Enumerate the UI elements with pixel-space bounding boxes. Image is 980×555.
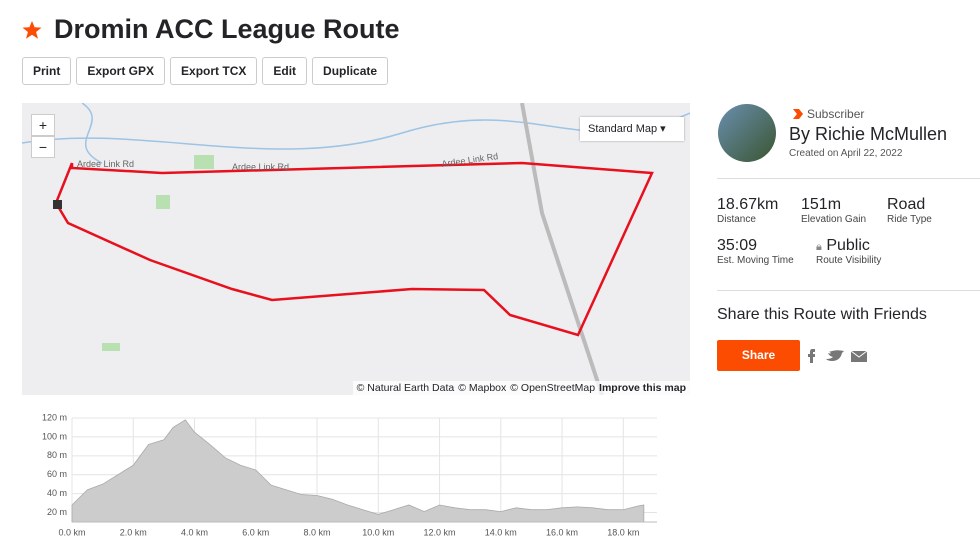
- y-tick-label: 100 m: [42, 431, 67, 441]
- toolbar-button[interactable]: Export TCX: [170, 57, 258, 85]
- y-tick-label: 60 m: [47, 469, 67, 479]
- x-tick-label: 8.0 km: [304, 527, 331, 537]
- x-tick-label: 14.0 km: [485, 527, 517, 537]
- map[interactable]: Ardee Link Rd Ardee Link Rd Ardee Link R…: [22, 103, 690, 395]
- share-icons[interactable]: [806, 347, 868, 365]
- route-title: Dromin ACC League Route: [54, 14, 400, 44]
- stat-value: 151m: [801, 196, 842, 213]
- share-button[interactable]: Share: [717, 340, 800, 371]
- stat-label: Route Visibility: [816, 255, 882, 266]
- toolbar-button[interactable]: Edit: [262, 57, 308, 85]
- attribution: © Natural Earth Data © Mapbox © OpenStreet…: [352, 381, 690, 395]
- stat-label: Elevation Gain: [801, 214, 867, 225]
- x-tick-label: 4.0 km: [181, 527, 208, 537]
- avatar[interactable]: [717, 103, 777, 163]
- map-style-menu[interactable]: Standard Map ▾: [580, 117, 684, 141]
- subscriber-badge: Subscriber: [807, 107, 865, 121]
- stat-value: Public: [826, 237, 870, 254]
- x-tick-label: 2.0 km: [120, 527, 147, 537]
- road-label: Ardee Link Rd: [77, 159, 134, 169]
- star-icon: [22, 21, 42, 39]
- stat-value: Road: [887, 196, 926, 213]
- elevation-chart: 20 m 40 m 60 m 80 m 100 m 120 m 0.0 km 2.0 km 4.…: [42, 412, 657, 537]
- toolbar-button[interactable]: Export GPX: [76, 57, 166, 85]
- stat-value: 35:09: [717, 237, 758, 254]
- x-tick-label: 12.0 km: [424, 527, 456, 537]
- toolbar-button[interactable]: Print: [22, 57, 72, 85]
- x-tick-label: 10.0 km: [362, 527, 394, 537]
- toolbar-button[interactable]: Duplicate: [312, 57, 389, 85]
- attribution-text: © OpenStreetMap: [510, 382, 596, 394]
- stat: 35:09 Est. Moving Time: [717, 237, 794, 266]
- stat: 18.67km Distance: [717, 196, 778, 225]
- road-label: Ardee Link Rd: [441, 151, 499, 169]
- attribution-text: © Natural Earth Data: [356, 382, 455, 394]
- y-tick-label: 120 m: [42, 412, 67, 422]
- zoom-out[interactable]: −: [31, 136, 55, 158]
- button-row: Print Export GPX Export TCX Edit Duplicate: [22, 57, 389, 85]
- stat-value: 18.67km: [717, 196, 779, 213]
- x-tick-label: 6.0 km: [242, 527, 269, 537]
- road-label: Ardee Link Rd: [232, 162, 289, 172]
- stat: 🔒︎ Public Route Visibility: [816, 237, 882, 266]
- x-tick-label: 0.0 km: [58, 527, 85, 537]
- stat-label: Ride Type: [887, 214, 932, 225]
- y-tick-label: 40 m: [47, 488, 67, 498]
- stat: 151m Elevation Gain: [801, 196, 866, 225]
- elevation-area: [71, 419, 645, 523]
- share-heading: Share this Route with Friends: [717, 306, 927, 323]
- stat-label: Distance: [717, 214, 756, 225]
- y-tick-label: 20 m: [47, 507, 67, 517]
- x-tick-label: 18.0 km: [607, 527, 639, 537]
- stat: Road Ride Type: [887, 196, 932, 225]
- attribution-text: © Mapbox: [458, 382, 507, 394]
- improve-map-link[interactable]: Improve this map: [599, 382, 686, 394]
- map-style-label: Standard Map: [588, 123, 658, 135]
- x-tick-label: 16.0 km: [546, 527, 578, 537]
- subscriber-icon: [793, 109, 803, 119]
- created-date: Created on April 22, 2022: [789, 148, 903, 159]
- y-tick-label: 80 m: [47, 450, 67, 460]
- athlete-name[interactable]: By Richie McMullen: [789, 124, 948, 144]
- stat-label: Est. Moving Time: [717, 255, 794, 266]
- zoom-in[interactable]: +: [31, 114, 55, 136]
- map-layer: Ardee Link Rd Ardee Link Rd Ardee Link R…: [22, 103, 690, 395]
